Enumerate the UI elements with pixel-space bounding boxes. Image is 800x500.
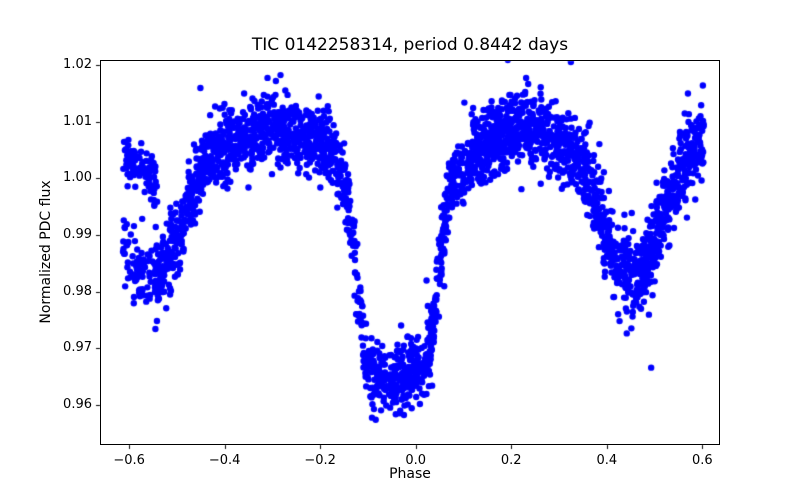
y-tick-label: 1.00: [63, 170, 92, 186]
x-axis-label: Phase: [389, 466, 431, 482]
x-tick-label: −0.2: [304, 453, 336, 468]
y-tick-label: 0.98: [63, 283, 92, 299]
x-tick-label: 0.0: [405, 453, 427, 468]
y-tick-label: 1.02: [63, 57, 92, 73]
y-axis-label: Normalized PDC flux: [38, 180, 54, 324]
x-tick-label: 0.4: [596, 453, 618, 468]
y-tick-label: 0.96: [63, 396, 92, 412]
y-tick-label: 0.97: [63, 340, 92, 356]
y-tick-label: 1.01: [63, 113, 92, 129]
y-tick-label: 0.99: [63, 226, 92, 242]
x-tick-label: −0.6: [113, 453, 145, 468]
x-tick-label: 0.2: [500, 453, 522, 468]
x-tick-label: −0.4: [208, 453, 241, 468]
x-tick-label: 0.6: [691, 453, 713, 468]
